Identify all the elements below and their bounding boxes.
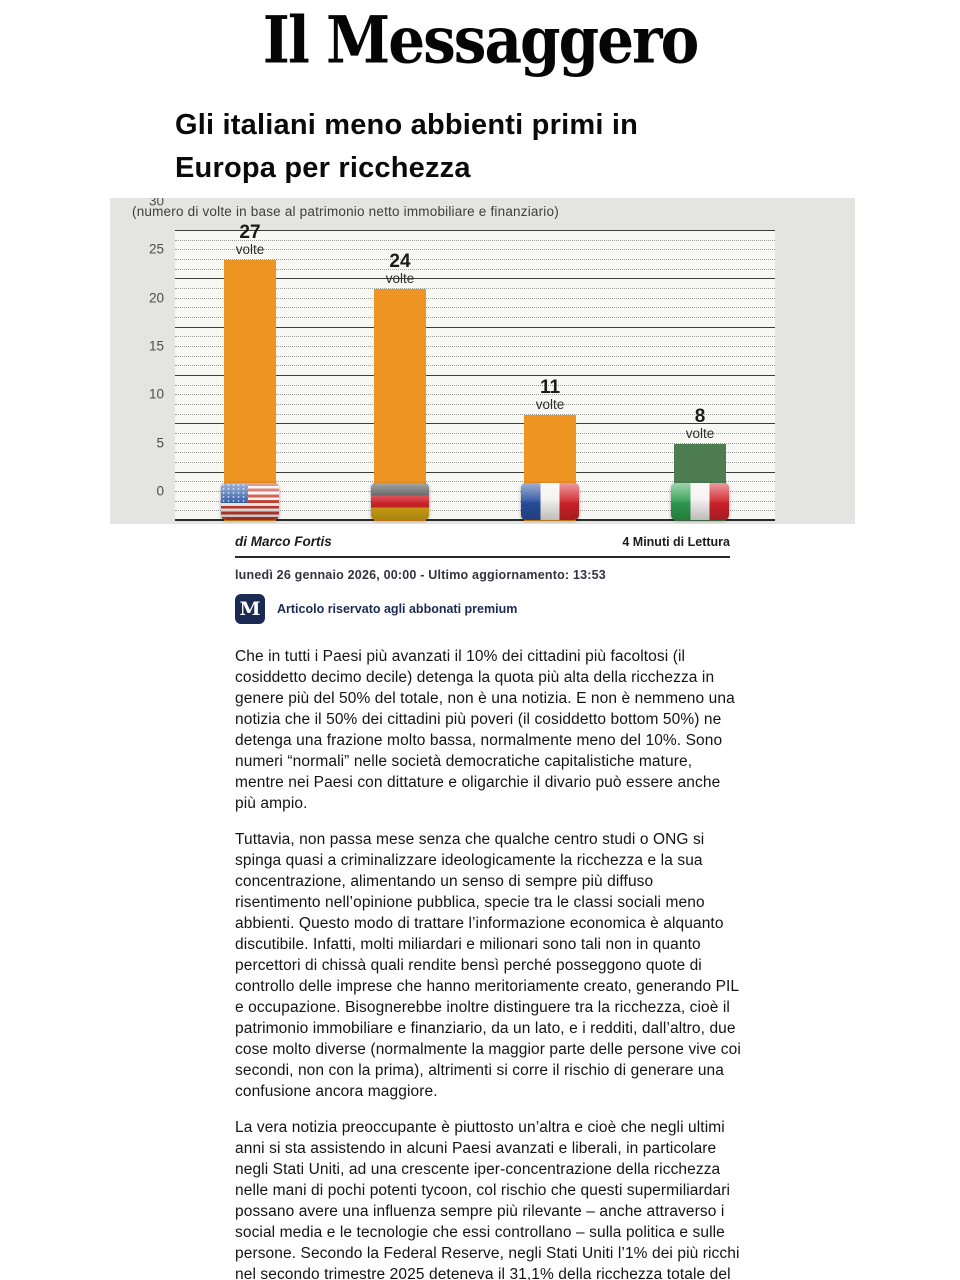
article-dateline: lunedì 26 gennaio 2026, 00:00 - Ultimo a… <box>235 568 606 582</box>
gridline-major <box>175 230 775 231</box>
article-paragraph: Che in tutti i Paesi più avanzati il 10%… <box>235 648 735 812</box>
gridline-minor <box>175 317 775 318</box>
gridline-minor <box>175 297 775 299</box>
bar-unit: volte <box>685 425 715 441</box>
gridline-minor <box>175 355 775 357</box>
y-axis-tick-label: 15 <box>148 338 164 354</box>
gridline-minor <box>175 452 775 454</box>
gridline-minor <box>175 259 775 260</box>
gridline-minor <box>175 307 775 309</box>
article-paragraph: La vera notizia preoccupante è piuttosto… <box>235 1119 740 1280</box>
gridline-minor <box>175 510 775 512</box>
gridline-minor <box>175 288 775 289</box>
gridline-minor <box>175 394 775 396</box>
gridline-major <box>175 519 775 521</box>
chart-subtitle: (numero di volte in base al patrimonio n… <box>132 204 559 219</box>
bar-unit: volte <box>235 241 265 257</box>
byline-row: di Marco Fortis 4 Minuti di Lettura <box>235 534 730 549</box>
chart-plot: 27 volte 24 volte 11 volte 8 volte <box>175 222 775 521</box>
gridline-minor <box>175 239 775 241</box>
wealth-ratio-chart: (numero di volte in base al patrimonio n… <box>110 198 855 524</box>
meta-divider <box>235 556 730 558</box>
usa-flag-icon <box>221 483 279 520</box>
bar-value: 11 <box>539 376 561 398</box>
y-axis-tick-label: 10 <box>148 386 164 402</box>
gridline-minor <box>175 346 775 347</box>
newspaper-logo[interactable]: Il Messaggero <box>262 1 700 79</box>
bar-value-label: 24 volte <box>345 250 455 286</box>
premium-notice-label: Articolo riservato agli abbonati premium <box>277 602 518 616</box>
bar-value-label: 8 volte <box>645 405 755 441</box>
masthead: Il Messaggero <box>0 2 960 78</box>
bar-germany <box>374 289 426 521</box>
bar-value: 8 <box>694 405 706 427</box>
bar-value-label: 11 volte <box>495 376 605 412</box>
bar-value-label: 27 volte <box>195 221 305 257</box>
germany-flag-icon <box>371 483 429 520</box>
gridline-minor <box>175 413 775 415</box>
bar-unit: volte <box>385 270 415 286</box>
gridline-minor <box>175 491 775 492</box>
article-paragraph: Tuttavia, non passa mese senza che qualc… <box>235 831 741 1100</box>
gridline-major <box>175 471 775 473</box>
gridline-major <box>175 278 775 280</box>
y-axis-tick-label: 5 <box>156 435 164 451</box>
gridline-minor <box>175 500 775 502</box>
usa-flag-canton <box>221 483 248 503</box>
reading-time-badge: 4 Minuti di Lettura <box>622 535 730 549</box>
y-axis-tick-label: 0 <box>156 483 164 499</box>
bar-usa <box>224 260 276 521</box>
gridline-minor <box>175 268 775 270</box>
article-body: Che in tutti i Paesi più avanzati il 10%… <box>235 646 743 1280</box>
y-axis-tick-label: 25 <box>148 241 164 257</box>
gridline-minor <box>175 462 775 463</box>
gridline-major <box>175 326 775 328</box>
author-byline[interactable]: di Marco Fortis <box>235 534 332 549</box>
bar-value: 24 <box>389 250 411 272</box>
y-axis-tick-label: 30 <box>148 198 164 209</box>
gridline-minor <box>175 433 775 434</box>
france-flag-icon <box>521 483 579 520</box>
gridline-major <box>175 375 775 376</box>
premium-notice-row: M Articolo riservato agli abbonati premi… <box>235 594 517 624</box>
bar-unit: volte <box>535 396 565 412</box>
gridline-minor <box>175 481 775 483</box>
gridline-minor <box>175 384 775 386</box>
gridline-minor <box>175 365 775 367</box>
premium-logo-icon: M <box>235 594 265 624</box>
gridline-minor <box>175 336 775 338</box>
gridline-major <box>175 423 775 425</box>
gridline-minor <box>175 249 775 251</box>
italy-flag-icon <box>671 483 729 520</box>
bar-value: 27 <box>239 221 261 243</box>
gridline-minor <box>175 442 775 444</box>
article-headline: Gli italiani meno abbienti primi in Euro… <box>175 109 638 184</box>
y-axis-tick-label: 20 <box>148 290 164 306</box>
gridline-minor <box>175 404 775 405</box>
